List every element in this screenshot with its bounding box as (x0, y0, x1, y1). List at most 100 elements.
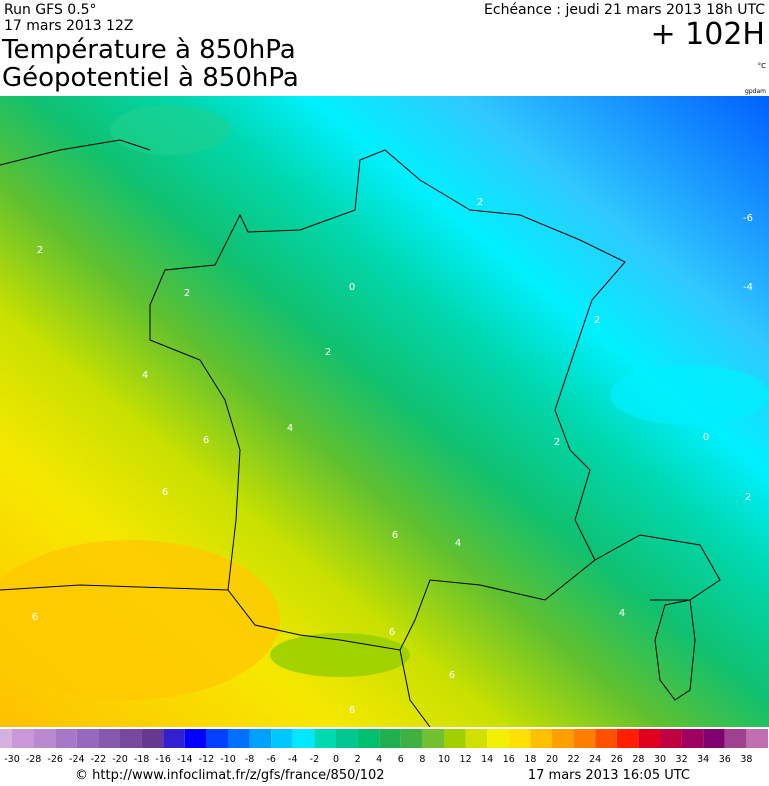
colorbar-label: -8 (245, 754, 254, 765)
contour-label: -6 (743, 213, 753, 224)
contour-label: 0 (349, 282, 355, 293)
color-swatch (98, 729, 120, 748)
contour-label: 4 (619, 608, 625, 619)
map: 2 2 0 2 -6 -4 2 2 4 4 6 6 2 0 2 4 6 4 6 6 6 6 (0, 96, 769, 727)
generated-time: 17 mars 2013 16:05 UTC (528, 768, 690, 783)
spain-east-coast (399, 649, 431, 727)
colorbar-label: 34 (697, 754, 709, 765)
colorbar-label: 28 (632, 754, 644, 765)
colorbar-label: 20 (546, 754, 558, 765)
colorbar-label: 38 (740, 754, 752, 765)
color-swatch (746, 729, 768, 748)
colorbar-label: -26 (47, 754, 63, 765)
color-swatch (616, 729, 639, 748)
england-coast (0, 139, 151, 166)
color-swatch (638, 729, 660, 748)
source: © http://www.infoclimat.fr/z/gfs/france/… (75, 768, 385, 783)
color-swatch (206, 729, 228, 748)
colorbar: -30 -28 -26 -24 -22 -20 -18 -16 -14 -12 -10 -8 -6 -4-… (0, 729, 768, 765)
color-swatch (530, 729, 552, 748)
colorbar-label: 22 (568, 754, 580, 765)
colorbar-label: 12 (460, 754, 472, 765)
colorbar-label: 6 (398, 754, 404, 765)
colorbar-label: -12 (199, 754, 215, 765)
color-swatch (228, 729, 250, 748)
color-swatch (292, 729, 315, 748)
colorbar-label: -18 (134, 754, 150, 765)
contour-label: 2 (554, 437, 560, 448)
pyrenees-area (270, 633, 410, 677)
colorbar-label: -6 (266, 754, 275, 765)
unit: °C (758, 62, 767, 70)
spain-coast (0, 584, 229, 591)
color-swatch (508, 729, 531, 748)
colorbar-label: 8 (419, 754, 425, 765)
contour-label: 2 (37, 245, 43, 256)
color-swatch (336, 729, 358, 748)
colorbar-label: -16 (155, 754, 171, 765)
colorbar-label: -20 (112, 754, 128, 765)
contour-label: 6 (392, 530, 398, 541)
corsica (654, 599, 696, 701)
contour-label: 6 (32, 612, 38, 623)
color-swatch (724, 729, 747, 748)
colorbar-label: 2 (355, 754, 361, 765)
contour-label: -4 (743, 282, 753, 293)
color-swatch (0, 729, 12, 748)
color-swatch (12, 729, 34, 748)
color-swatch (271, 729, 293, 748)
colorbar-label: -24 (69, 754, 85, 765)
france-outline (149, 149, 626, 651)
color-swatch (573, 729, 596, 748)
color-swatch (487, 729, 509, 748)
colorbar-label: 0 (333, 754, 339, 765)
contour-label: 4 (142, 370, 148, 381)
colorbar-label: -2 (310, 754, 319, 765)
colorbar-label: -22 (91, 754, 107, 765)
colorbar-label: 36 (719, 754, 731, 765)
contour-label: 6 (162, 487, 168, 498)
color-swatch (141, 729, 164, 748)
valid-time: Echéance : jeudi 21 mars 2013 18h UTC (484, 2, 765, 18)
contour-label: 6 (389, 627, 395, 638)
colorbar-label: -14 (177, 754, 193, 765)
contour-label: 4 (287, 423, 293, 434)
contour-label: 2 (594, 315, 600, 326)
run-date: 17 mars 2013 12Z (4, 18, 133, 34)
colorbar-label: -10 (220, 754, 236, 765)
color-swatch (660, 729, 682, 748)
colorbar-label: 26 (611, 754, 623, 765)
color-swatch (422, 729, 444, 748)
color-swatch (76, 729, 99, 748)
colorbar-label: 10 (438, 754, 450, 765)
color-swatch (249, 729, 272, 748)
colorbar-label: -30 (4, 754, 20, 765)
color-swatch (55, 729, 77, 748)
colorbar-label: 4 (376, 754, 382, 765)
colorbar-label: 18 (524, 754, 536, 765)
channel-area (110, 105, 230, 155)
color-swatch (357, 729, 380, 748)
color-swatch (703, 729, 725, 748)
color-swatch (444, 729, 466, 748)
contour-label: 6 (349, 705, 355, 716)
contour-label: 2 (477, 197, 483, 208)
color-swatch (163, 729, 185, 748)
color-swatch (595, 729, 617, 748)
color-swatch (184, 729, 207, 748)
color-swatch (552, 729, 574, 748)
colorbar-label: -4 (288, 754, 297, 765)
italy-coast (594, 534, 721, 601)
contour-label: 2 (325, 347, 331, 358)
contour-label: 4 (455, 538, 461, 549)
contour-label: 0 (703, 432, 709, 443)
warm-area (0, 540, 280, 700)
colorbar-label: 30 (654, 754, 666, 765)
colorbar-label: 32 (676, 754, 688, 765)
colorbar-label: -28 (26, 754, 42, 765)
colorbar-label: 24 (589, 754, 601, 765)
color-swatch (33, 729, 56, 748)
color-swatch (681, 729, 704, 748)
color-swatch (379, 729, 401, 748)
